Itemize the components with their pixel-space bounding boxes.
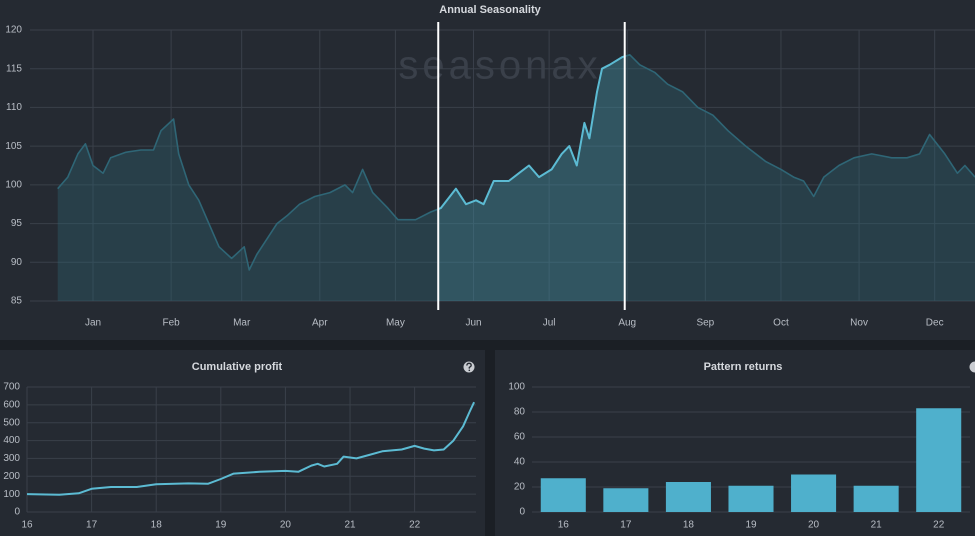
highlight-area (438, 56, 625, 301)
x-tick-label: 16 (21, 520, 33, 531)
y-tick-label: 300 (3, 453, 20, 464)
bar (603, 488, 649, 512)
x-tick-label: Feb (163, 318, 181, 329)
y-tick-label: 95 (11, 218, 23, 229)
bar (791, 474, 837, 512)
chart-title: Pattern returns (704, 361, 783, 373)
x-tick-label: Jun (465, 318, 481, 329)
x-tick-label: Dec (926, 318, 944, 329)
bar (728, 485, 774, 512)
help-icon[interactable] (969, 361, 975, 373)
x-tick-label: 21 (871, 520, 883, 531)
y-tick-label: 400 (3, 435, 20, 446)
y-tick-label: 60 (514, 432, 526, 443)
y-tick-label: 600 (3, 399, 20, 410)
y-tick-label: 0 (14, 507, 20, 518)
x-tick-label: 21 (344, 520, 356, 531)
x-tick-label: Jul (543, 318, 556, 329)
x-tick-label: Jan (85, 318, 101, 329)
y-tick-label: 105 (5, 141, 22, 152)
x-tick-label: May (386, 318, 405, 329)
x-tick-label: Mar (233, 318, 251, 329)
x-tick-label: 20 (808, 520, 820, 531)
area (57, 54, 975, 301)
x-tick-label: 17 (86, 520, 98, 531)
y-tick-label: 80 (514, 407, 526, 418)
x-tick-label: Nov (850, 318, 868, 329)
x-tick-label: 16 (558, 520, 570, 531)
y-tick-label: 20 (514, 482, 526, 493)
seasonality-panel (0, 0, 975, 340)
profit-panel (0, 350, 485, 536)
y-tick-label: 500 (3, 417, 20, 428)
y-tick-label: 700 (3, 382, 20, 393)
x-tick-label: Oct (773, 318, 789, 329)
x-tick-label: Sep (696, 318, 714, 329)
x-tick-label: 18 (683, 520, 695, 531)
x-tick-label: 19 (745, 520, 757, 531)
x-tick-label: 22 (933, 520, 945, 531)
help-icon[interactable] (463, 361, 475, 373)
x-tick-label: 20 (280, 520, 292, 531)
y-tick-label: 100 (5, 179, 22, 190)
y-tick-label: 100 (508, 382, 525, 393)
x-tick-label: 19 (215, 520, 227, 531)
y-tick-label: 0 (519, 507, 525, 518)
x-tick-label: 17 (620, 520, 632, 531)
x-tick-label: Aug (618, 318, 636, 329)
y-tick-label: 200 (3, 471, 20, 482)
y-tick-label: 90 (11, 257, 23, 268)
y-tick-label: 100 (3, 489, 20, 500)
watermark: seasonax (398, 44, 601, 88)
y-tick-label: 85 (11, 296, 23, 307)
bar (540, 478, 586, 512)
y-tick-label: 40 (514, 457, 526, 468)
chart-title: Cumulative profit (192, 361, 283, 373)
x-tick-label: 22 (409, 520, 421, 531)
bar (665, 482, 711, 512)
y-tick-label: 110 (6, 102, 22, 113)
bar (916, 408, 962, 512)
x-tick-label: 18 (151, 520, 163, 531)
x-tick-label: Apr (312, 318, 328, 329)
chart-title: Annual Seasonality (439, 4, 541, 16)
bar (853, 485, 899, 512)
y-tick-label: 120 (5, 25, 22, 36)
y-tick-label: 115 (6, 63, 22, 74)
line (26, 401, 476, 496)
highlight-line (438, 55, 625, 211)
